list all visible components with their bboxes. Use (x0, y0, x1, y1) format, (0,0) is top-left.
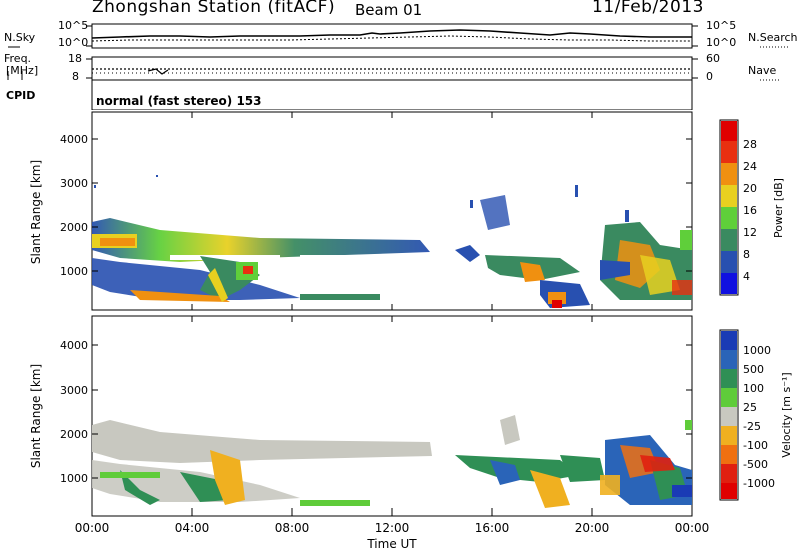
nsky-tick-top: 10^5 (58, 19, 89, 32)
xtick-2: 08:00 (275, 521, 310, 535)
power-colorbar-frame (719, 119, 739, 296)
xlabel: Time UT (366, 537, 417, 551)
velocity-cb-tick-1000: 1000 (743, 344, 771, 357)
nave-label: Nave (748, 64, 777, 77)
xtick-0: 00:00 (75, 521, 110, 535)
power-cb-tick-24: 24 (743, 160, 757, 173)
velocity-scatter (92, 415, 692, 508)
velocity-cb-label: Velocity [m s⁻¹] (780, 372, 793, 457)
velocity-cb-tick-neg1000: -1000 (743, 477, 775, 490)
freq-tick-bottom: 8 (72, 70, 79, 83)
x-axis-ticks (91, 112, 693, 516)
xtick-3: 12:00 (375, 521, 410, 535)
nave-tick-bottom: 0 (706, 70, 713, 83)
power-cb-tick-16: 16 (743, 204, 757, 217)
nsearch-label: N.Search (748, 31, 798, 44)
nsky-trace (91, 29, 692, 39)
date-label: 11/Feb/2013 (592, 0, 704, 17)
station-title: Zhongshan Station (fitACF) (92, 0, 336, 17)
xtick-5: 20:00 (575, 521, 610, 535)
velocity-colorbar-frame (719, 329, 739, 501)
velocity-cb-tick-neg100: -100 (743, 439, 768, 452)
power-cb-tick-12: 12 (743, 226, 757, 239)
power-cb-tick-20: 20 (743, 182, 757, 195)
power-ytick-2000: 2000 (60, 221, 88, 234)
y-axis-ticks (92, 138, 692, 479)
mode-text: normal (fast stereo) 153 (96, 94, 262, 108)
power-ytick-1000: 1000 (60, 265, 88, 278)
velocity-cb-tick-100: 100 (743, 382, 764, 395)
power-cb-tick-28: 28 (743, 138, 757, 151)
beam-label: Beam 01 (355, 1, 423, 19)
velocity-ytick-4000: 4000 (60, 339, 88, 352)
power-cb-tick-8: 8 (743, 248, 750, 261)
xtick-1: 04:00 (175, 521, 210, 535)
freq-blip (147, 68, 169, 75)
velocity-ytick-2000: 2000 (60, 428, 88, 441)
velocity-ytick-1000: 1000 (60, 472, 88, 485)
status-panels (7, 23, 790, 110)
power-ytick-4000: 4000 (60, 133, 88, 146)
nave-tick-top: 60 (706, 52, 720, 65)
cpid-label: CPID (6, 89, 36, 102)
nsearch-tick-bottom: 10^0 (706, 36, 737, 49)
xtick-6: 00:00 (675, 521, 710, 535)
xtick-4: 16:00 (475, 521, 510, 535)
nsearch-tick-top: 10^5 (706, 19, 737, 32)
freq-tick-top: 18 (68, 52, 82, 65)
power-scatter (92, 175, 692, 308)
nsky-panel-frame (91, 23, 693, 49)
velocity-cb-tick-500: 500 (743, 363, 764, 376)
power-cb-tick-4: 4 (743, 270, 750, 283)
velocity-colorbar (719, 329, 739, 501)
velocity-cb-tick-neg500: -500 (743, 458, 768, 471)
velocity-ylabel: Slant Range [km] (29, 364, 43, 468)
power-ylabel: Slant Range [km] (29, 160, 43, 264)
velocity-ytick-3000: 3000 (60, 384, 88, 397)
freq-unit-label: [MHz] (6, 64, 39, 77)
freq-label: Freq. (4, 52, 32, 65)
velocity-cb-tick-25: 25 (743, 401, 757, 414)
nsky-label: N.Sky (4, 31, 36, 44)
power-ytick-3000: 3000 (60, 177, 88, 190)
nsky-tick-bottom: 10^0 (58, 36, 89, 49)
power-cb-label: Power [dB] (772, 178, 785, 238)
power-colorbar (719, 119, 739, 296)
cpid-panel-frame (91, 79, 693, 110)
velocity-cb-tick-neg25: -25 (743, 420, 761, 433)
